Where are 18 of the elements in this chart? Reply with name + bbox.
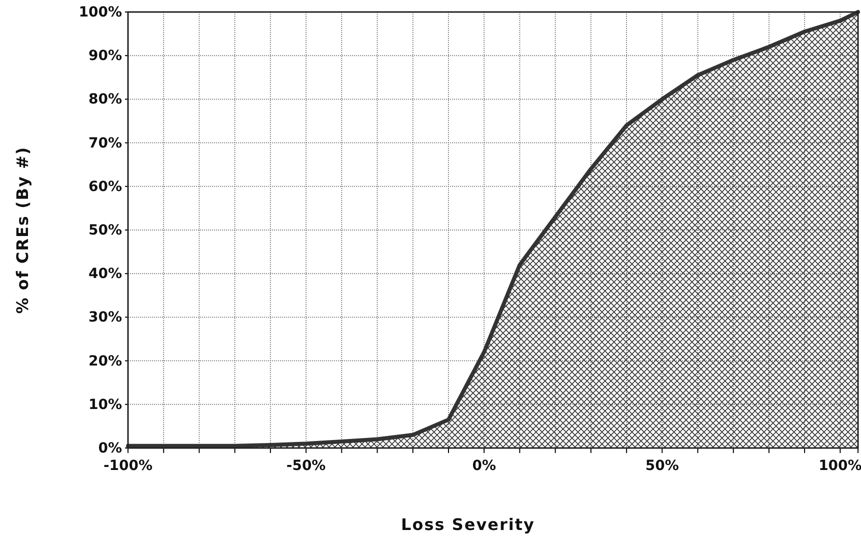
- y-tick-label: 90%: [88, 48, 122, 64]
- y-tick-label: 80%: [88, 92, 122, 108]
- x-tick-label: 0%: [472, 458, 496, 474]
- x-tick-label: -100%: [103, 458, 153, 474]
- y-tick-label: 30%: [88, 310, 122, 326]
- x-axis-title: Loss Severity: [401, 515, 535, 534]
- y-tick-label: 40%: [88, 266, 122, 282]
- x-tick-label: -50%: [286, 458, 326, 474]
- y-tick-label: 100%: [78, 4, 122, 20]
- y-axis-title: % of CREs (By #): [13, 146, 32, 314]
- x-tick-label: 100%: [818, 458, 861, 474]
- y-tick-label: 20%: [88, 353, 122, 370]
- y-tick-label: 60%: [88, 178, 122, 195]
- y-tick-label: 0%: [98, 440, 122, 456]
- y-tick-label: 70%: [88, 135, 122, 152]
- y-tick-label: 50%: [88, 222, 122, 238]
- x-tick-label: 50%: [645, 458, 679, 474]
- y-tick-label: 10%: [88, 396, 122, 413]
